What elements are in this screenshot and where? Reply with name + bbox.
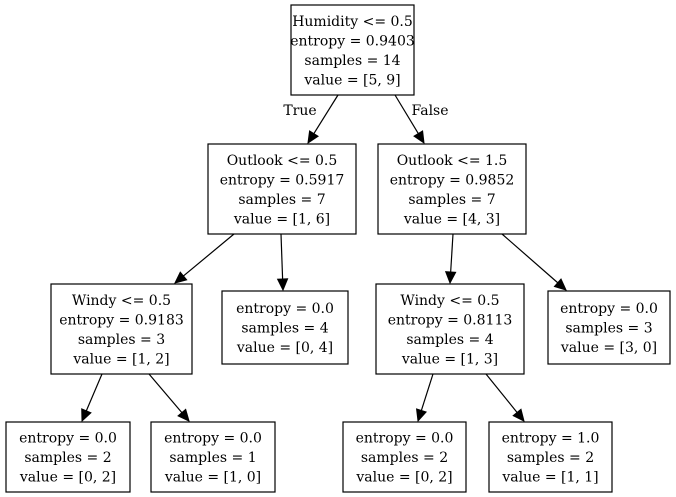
node-text-line: entropy = 1.0	[502, 431, 600, 447]
node-text-line: samples = 2	[361, 450, 448, 466]
edge-line	[485, 373, 518, 413]
node-text-line: samples = 2	[24, 450, 111, 466]
node-box	[342, 421, 467, 493]
node-text-line: entropy = 0.9183	[59, 312, 184, 328]
edge-n2-n6	[501, 233, 567, 291]
node-text-line: value = [1, 2]	[72, 351, 169, 367]
tree-node-n0: Humidity <= 0.5 entropy = 0.9403 samples =…	[290, 4, 415, 96]
tree-node-n3: Windy <= 0.5 entropy = 0.9183 samples = 3 v…	[50, 283, 193, 375]
arrowhead	[512, 408, 525, 422]
edge-line	[313, 94, 339, 134]
arrowhead	[553, 278, 567, 291]
arrowhead	[276, 278, 289, 292]
tree-node-n2: Outlook <= 1.5 entropy = 0.9852 samples = …	[377, 143, 527, 235]
node-text-line: samples = 2	[507, 450, 594, 466]
edge-line	[420, 373, 434, 411]
node-text-line: value = [1, 0]	[164, 470, 261, 486]
node-box	[5, 421, 131, 493]
tree-node-n9: entropy = 0.0 samples = 2 value = [0, 2]	[342, 421, 467, 493]
node-box	[377, 143, 527, 235]
edge-n0-n1: True	[283, 94, 339, 145]
edge-line	[148, 373, 183, 414]
node-box	[50, 283, 193, 375]
tree-node-n1: Outlook <= 0.5 entropy = 0.5917 samples = …	[207, 143, 357, 235]
arrowhead	[415, 408, 427, 423]
node-text-line: Outlook <= 0.5	[227, 153, 338, 169]
node-text-line: entropy = 0.9852	[390, 172, 515, 188]
edge-n1-n4	[276, 233, 289, 292]
tree-node-n7: entropy = 0.0 samples = 2 value = [0, 2]	[5, 421, 131, 493]
arrowhead	[413, 130, 425, 145]
node-text-line: value = [1, 6]	[233, 211, 330, 227]
node-text-line: samples = 3	[78, 332, 165, 348]
node-text-line: value = [5, 9]	[303, 72, 400, 88]
node-text-line: entropy = 0.0	[164, 431, 262, 447]
edge-n1-n3	[174, 233, 235, 284]
node-text-line: Outlook <= 1.5	[397, 153, 508, 169]
edge-n5-n9	[415, 373, 434, 423]
node-box	[547, 290, 671, 365]
tree-node-n8: entropy = 0.0 samples = 1 value = [1, 0]	[150, 421, 276, 493]
tree-node-n10: entropy = 1.0 samples = 2 value = [1, 1]	[488, 421, 613, 493]
edge-label-true: True	[283, 103, 316, 119]
node-text-line: entropy = 0.9403	[290, 33, 415, 49]
node-box	[150, 421, 276, 493]
node-text-line: value = [0, 4]	[236, 340, 333, 356]
node-text-line: Windy <= 0.5	[400, 293, 499, 309]
node-text-line: samples = 4	[406, 332, 493, 348]
node-text-line: value = [4, 3]	[403, 211, 500, 227]
node-text-line: value = [1, 3]	[401, 351, 498, 367]
node-text-line: value = [3, 0]	[560, 340, 657, 356]
node-text-line: entropy = 0.8113	[388, 312, 513, 328]
node-text-line: Windy <= 0.5	[72, 293, 171, 309]
node-box	[488, 421, 613, 493]
tree-node-n6: entropy = 0.0 samples = 3 value = [3, 0]	[547, 290, 671, 365]
node-text-line: samples = 3	[565, 321, 652, 337]
edge-n3-n7	[81, 373, 103, 423]
node-text-line: value = [1, 1]	[501, 470, 598, 486]
tree-node-n4: entropy = 0.0 samples = 4 value = [0, 4]	[221, 290, 349, 365]
node-text-line: Humidity <= 0.5	[292, 14, 413, 30]
edge-line	[183, 233, 235, 277]
node-text-line: samples = 4	[241, 321, 328, 337]
node-text-line: entropy = 0.0	[356, 431, 454, 447]
node-text-line: entropy = 0.0	[19, 431, 117, 447]
node-text-line: samples = 7	[408, 192, 495, 208]
node-text-line: samples = 7	[238, 192, 325, 208]
node-box	[221, 290, 349, 365]
edge-line	[85, 373, 103, 412]
node-text-line: samples = 14	[304, 53, 400, 69]
edge-n5-n10	[485, 373, 525, 422]
node-text-line: entropy = 0.0	[560, 301, 658, 317]
node-box	[207, 143, 357, 235]
node-text-line: samples = 1	[169, 450, 256, 466]
node-box	[375, 283, 525, 375]
edge-line	[280, 233, 284, 280]
arrowhead	[81, 408, 92, 423]
edge-line	[394, 94, 419, 134]
arrowhead	[444, 271, 457, 285]
arrowhead	[177, 408, 190, 422]
edge-n3-n8	[148, 373, 190, 422]
edge-line	[450, 233, 454, 273]
node-text-line: entropy = 0.0	[236, 301, 334, 317]
arrowhead	[307, 130, 319, 145]
edge-line	[501, 233, 559, 284]
tree-node-n5: Windy <= 0.5 entropy = 0.8113 samples = 4 v…	[375, 283, 525, 375]
node-text-line: value = [0, 2]	[355, 470, 452, 486]
node-text-line: value = [0, 2]	[19, 470, 116, 486]
edge-n2-n5	[444, 233, 457, 285]
node-text-line: entropy = 0.5917	[220, 172, 345, 188]
edge-label-false: False	[411, 103, 448, 119]
edge-n0-n2: False	[394, 94, 449, 145]
node-box	[290, 4, 415, 96]
arrowhead	[174, 271, 188, 284]
